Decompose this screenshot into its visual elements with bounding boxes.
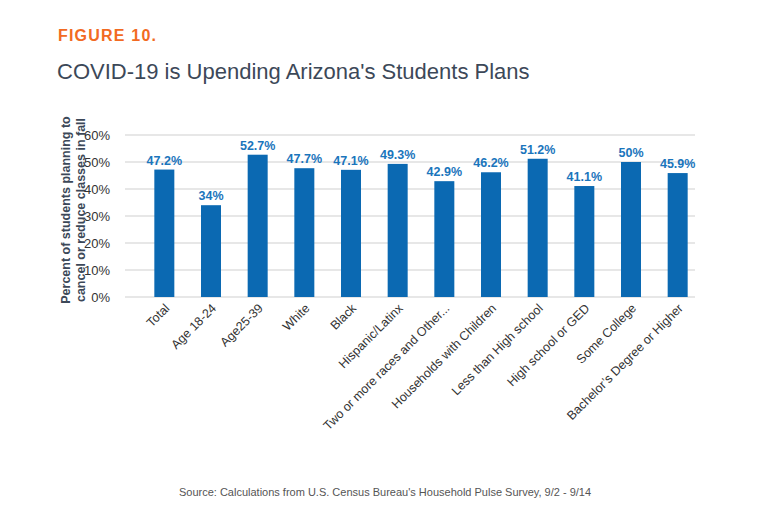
data-label: 51.2% <box>520 143 555 157</box>
data-label: 49.3% <box>380 148 415 162</box>
data-label: 45.9% <box>660 157 695 171</box>
y-tick-label: 10% <box>84 263 110 278</box>
x-tick-label: Black <box>328 301 360 333</box>
bar <box>528 159 548 297</box>
bar <box>154 170 174 297</box>
x-tick-label: White <box>280 301 313 334</box>
bar <box>294 168 314 297</box>
x-tick-label: Less than High school <box>449 301 546 398</box>
bar <box>341 170 361 297</box>
data-labels: 47.2% 34% 52.7% 47.7% 47.1% 49.3% 42.9% 46.2% 51… <box>147 139 696 203</box>
y-tick-label: 20% <box>84 236 110 251</box>
bar <box>201 205 221 297</box>
x-tick-label: Age 18-24 <box>168 301 219 352</box>
bar <box>574 186 594 297</box>
y-tick-label: 40% <box>84 182 110 197</box>
y-tick-label: 50% <box>84 155 110 170</box>
bar <box>481 172 501 297</box>
data-label: 47.1% <box>333 154 368 168</box>
data-label: 34% <box>198 189 223 203</box>
x-tick-labels: TotalAge 18-24Age25-39WhiteBlackHispanic… <box>144 301 686 433</box>
x-tick-label: Total <box>144 301 173 330</box>
y-tick-label: 60% <box>84 128 110 143</box>
data-label: 47.7% <box>287 152 322 166</box>
x-tick-label: Age25-39 <box>218 301 266 349</box>
data-label: 42.9% <box>427 165 462 179</box>
y-tick-label: 0% <box>91 290 110 305</box>
bar <box>668 173 688 297</box>
source: Source: Calculations from U.S. Census Bu… <box>179 486 591 498</box>
y-axis-label: Percent of students planning to <box>59 116 73 304</box>
grid-line <box>125 135 695 136</box>
data-label: 52.7% <box>240 139 275 153</box>
bar <box>434 181 454 297</box>
bar <box>248 155 268 297</box>
y-tick-label: 30% <box>84 209 110 224</box>
chart: FIGURE 10. COVID-19 is Upending Arizona's… <box>0 0 770 516</box>
data-label: 46.2% <box>473 156 508 170</box>
data-label: 50% <box>618 146 643 160</box>
x-tick-label: High school or GED <box>504 301 592 389</box>
figure-label: FIGURE 10. <box>58 27 157 44</box>
data-label: 41.1% <box>567 170 602 184</box>
bars <box>154 155 687 297</box>
bar <box>621 162 641 297</box>
title: COVID-19 is Upending Arizona's Students … <box>57 59 530 84</box>
grid <box>125 135 695 297</box>
data-label: 47.2% <box>147 154 182 168</box>
bar <box>388 164 408 297</box>
x-tick-label: Bachelor’s Degree or Higher <box>564 301 686 423</box>
